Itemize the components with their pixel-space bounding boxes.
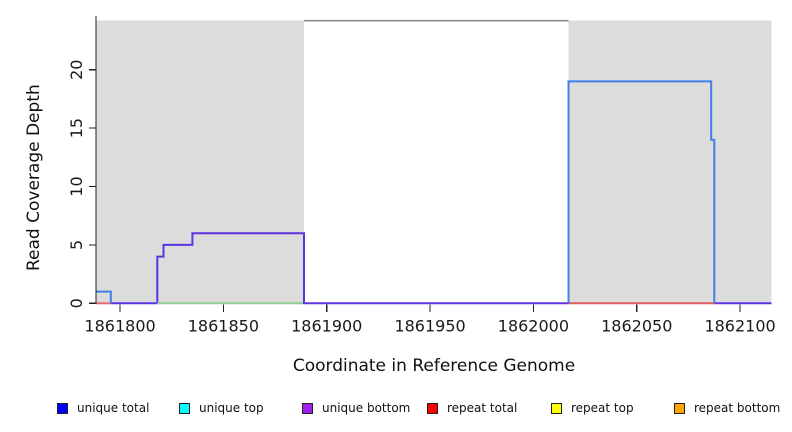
series-unique-total-right xyxy=(567,80,716,304)
legend-label: unique total xyxy=(77,401,150,415)
y-tick-label: 0 xyxy=(67,298,86,308)
y-tick-label: 5 xyxy=(67,240,86,250)
repeat-bottom-swatch-icon xyxy=(674,402,685,414)
x-axis-title: Coordinate in Reference Genome xyxy=(292,356,576,376)
unique-top-swatch-icon xyxy=(179,402,190,414)
x-tick-label: 1862100 xyxy=(704,316,775,335)
legend: unique total unique top unique bottom re… xyxy=(0,398,792,422)
x-tick-label: 1861800 xyxy=(84,316,155,335)
unique-bottom-swatch-icon xyxy=(302,402,313,414)
y-tick-label: 15 xyxy=(67,118,86,138)
repeat-total-swatch-icon xyxy=(427,402,438,414)
legend-label: repeat top xyxy=(571,401,634,415)
unique-total-swatch-icon xyxy=(57,402,68,414)
x-tick-label: 1861950 xyxy=(394,316,465,335)
series-unique-bottom-steps xyxy=(110,232,569,305)
legend-label: unique top xyxy=(199,401,264,415)
legend-item-unique-total: unique total xyxy=(57,401,149,415)
shaded-region xyxy=(568,20,772,304)
repeat-top-swatch-icon xyxy=(551,402,562,414)
legend-label: repeat total xyxy=(447,401,518,415)
y-tick-label: 20 xyxy=(67,60,86,80)
legend-item-repeat-total: repeat total xyxy=(427,401,517,415)
x-tick-label: 1862000 xyxy=(498,316,569,335)
legend-label: repeat bottom xyxy=(694,401,781,415)
x-tick-label: 1862050 xyxy=(601,316,672,335)
legend-item-unique-bottom: unique bottom xyxy=(302,401,410,415)
legend-item-repeat-bottom: repeat bottom xyxy=(674,401,780,415)
y-axis-title: Read Coverage Depth xyxy=(24,84,44,271)
x-tick-label: 1861850 xyxy=(188,316,259,335)
shaded-region xyxy=(96,20,305,304)
x-tick-label: 1861900 xyxy=(291,316,362,335)
legend-item-unique-top: unique top xyxy=(179,401,264,415)
legend-label: unique bottom xyxy=(322,401,411,415)
legend-item-repeat-top: repeat top xyxy=(551,401,634,415)
y-tick-label: 10 xyxy=(67,176,86,196)
series-unique-total-left xyxy=(96,290,112,304)
